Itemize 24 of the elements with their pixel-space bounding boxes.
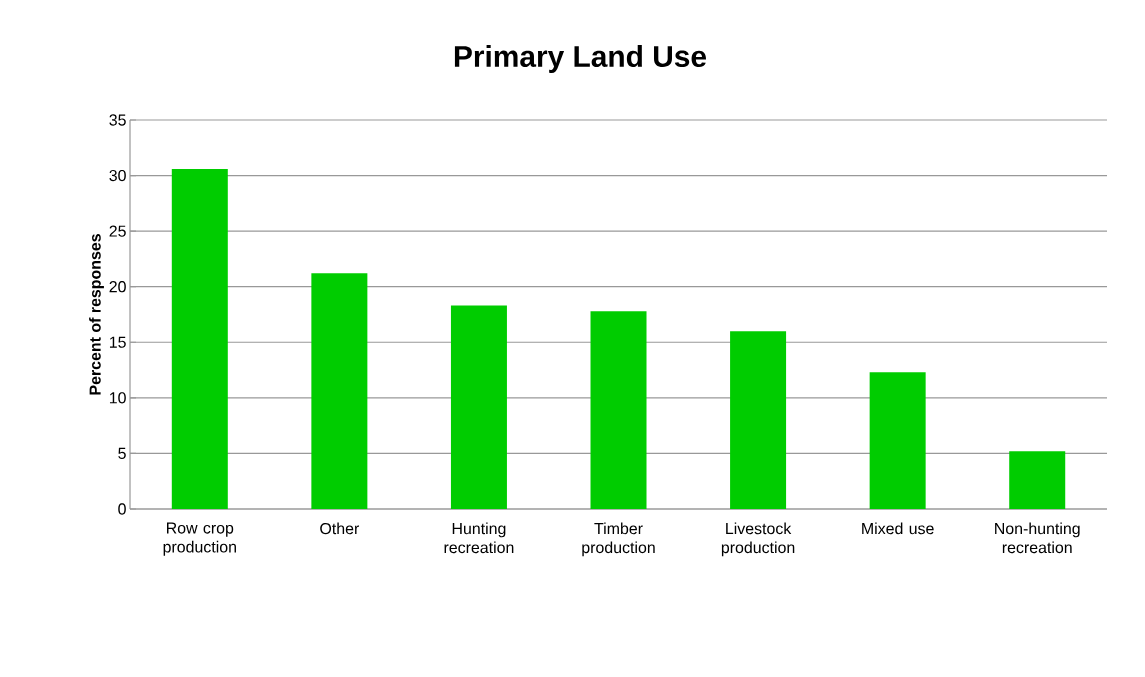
x-tick-label: Hunting recreation xyxy=(444,522,514,554)
bar xyxy=(869,372,926,509)
x-tick-label: Livestock production xyxy=(721,522,795,557)
chart-title: Primary Land Use xyxy=(454,45,707,73)
y-tick-label: 20 xyxy=(109,281,126,293)
x-tick-label: Timber production xyxy=(582,522,655,557)
x-tick-label: Non-hunting recreation xyxy=(995,522,1080,554)
y-axis-title: Percent of responses xyxy=(89,234,104,395)
bar xyxy=(450,305,507,509)
y-tick-label: 25 xyxy=(109,225,126,237)
y-tick-label: 15 xyxy=(109,336,126,348)
y-tick-label: 0 xyxy=(118,503,126,515)
bar xyxy=(1009,451,1066,509)
bar xyxy=(171,168,228,509)
x-tick-label: Other xyxy=(320,522,360,535)
bar xyxy=(311,273,368,509)
bar xyxy=(590,311,647,509)
y-tick-label: 5 xyxy=(118,447,126,459)
x-tick-label: Row crop production xyxy=(163,522,236,556)
bar xyxy=(730,331,787,509)
y-tick-label: 35 xyxy=(109,114,126,126)
x-tick-label: Mixed use xyxy=(862,522,934,535)
y-tick-label: 30 xyxy=(109,169,126,182)
y-tick-label: 10 xyxy=(109,392,126,404)
